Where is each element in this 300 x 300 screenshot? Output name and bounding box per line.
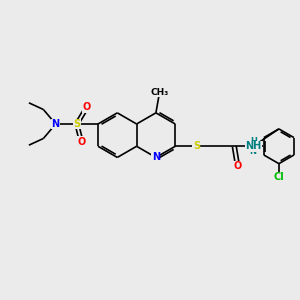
Text: O: O — [83, 102, 91, 112]
Text: NH: NH — [245, 141, 261, 151]
Text: S: S — [193, 141, 200, 151]
Text: N: N — [52, 119, 60, 129]
Text: N: N — [152, 152, 160, 162]
Text: O: O — [233, 161, 242, 171]
Text: CH₃: CH₃ — [150, 88, 168, 97]
Text: H
N: H N — [250, 136, 257, 156]
Text: Cl: Cl — [274, 172, 284, 182]
Text: S: S — [73, 119, 80, 129]
Text: O: O — [77, 137, 86, 147]
